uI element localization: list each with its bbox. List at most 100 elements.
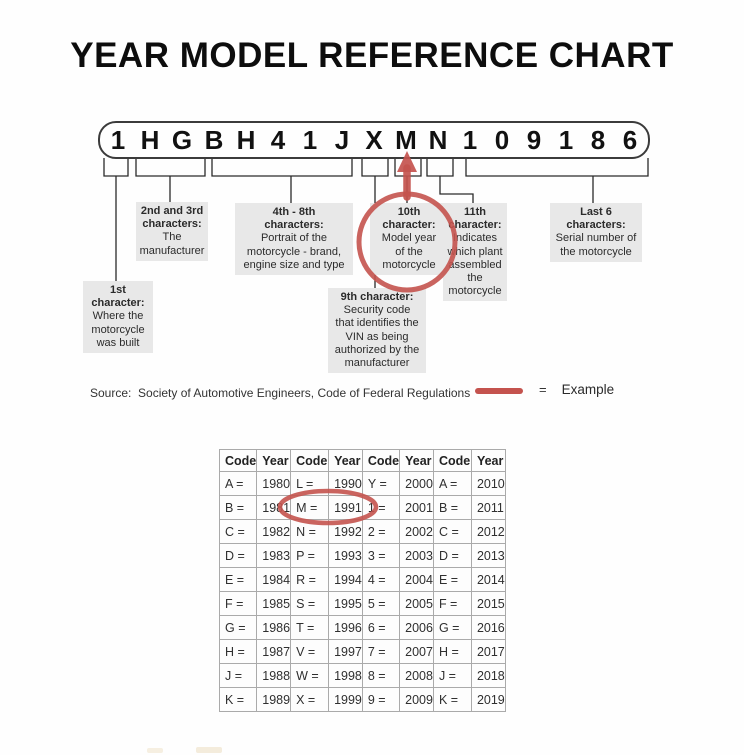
table-cell: 2010: [470, 471, 506, 496]
table-header-cell: Code: [361, 449, 401, 472]
table-cell: 1984: [256, 567, 292, 592]
table-cell: 1991: [328, 495, 363, 520]
table-cell: X =: [290, 687, 330, 712]
bracket-chars-4-8: [211, 158, 353, 177]
table-cell: 2005: [399, 591, 434, 616]
table-cell: 5 =: [361, 591, 401, 616]
table-cell: H =: [432, 639, 472, 664]
table-cell: 2002: [399, 519, 434, 544]
table-cell: 1990: [328, 471, 363, 496]
table-cell: 1993: [328, 543, 363, 568]
annotation-desc: Portrait of the motorcycle - brand, engi…: [243, 232, 345, 271]
table-cell: R =: [290, 567, 330, 592]
table-cell: Y =: [361, 471, 401, 496]
example-red-dash-icon: [475, 387, 523, 394]
table-row: E = 1984 R = 1994 4 = 2004 E = 2014: [218, 567, 506, 592]
table-row: K = 1989 X = 1999 9 = 2009 K = 2019: [218, 687, 506, 712]
bracket-last-6: [465, 158, 649, 177]
annotation-1st-character: 1st character: Where the motorcycle was …: [83, 281, 153, 353]
table-cell: 2013: [470, 543, 506, 568]
table-cell: 1988: [256, 663, 292, 688]
annotation-desc: Serial number of the motorcycle: [555, 232, 637, 258]
vin-character: 1: [110, 124, 126, 155]
vin-character: H: [236, 124, 256, 155]
table-cell: 2014: [470, 567, 506, 592]
table-cell: E =: [432, 567, 472, 592]
table-row: B = 1981 M = 1991 1 = 2001 B = 2011: [218, 495, 506, 520]
table-cell: 2006: [399, 615, 434, 640]
annotation-title: 10th character:: [382, 206, 436, 232]
table-cell: G =: [218, 615, 258, 640]
table-row: A = 1980 L = 1990 Y = 2000 A = 2010: [218, 471, 506, 496]
table-cell: D =: [218, 543, 258, 568]
table-header-cell: Year: [470, 449, 506, 472]
table-header-cell: Code: [432, 449, 472, 472]
annotation-desc: Security code that identifies the VIN as…: [334, 304, 420, 369]
cropped-artifact: [147, 748, 163, 753]
table-cell: 9 =: [361, 687, 401, 712]
table-header-row: Code Year Code Year Code Year Code Year: [218, 449, 506, 472]
table-header-cell: Code: [218, 449, 258, 472]
table-cell: 2007: [399, 639, 434, 664]
table-cell: 1981: [256, 495, 292, 520]
vin-character: M: [395, 124, 417, 155]
table-cell: 1985: [256, 591, 292, 616]
vin-character: X: [365, 124, 383, 155]
table-cell: V =: [290, 639, 330, 664]
table-cell: 1997: [328, 639, 363, 664]
bracket-char-11: [426, 158, 454, 177]
table-cell: 1980: [256, 471, 292, 496]
table-cell: B =: [432, 495, 472, 520]
annotation-11th-character: 11th character: Indicates which plant as…: [443, 203, 507, 302]
vin-character: G: [171, 124, 193, 155]
example-legend: = Example: [475, 382, 614, 397]
table-cell: P =: [290, 543, 330, 568]
vin-character: 0: [494, 124, 510, 155]
table-row: H = 1987 V = 1997 7 = 2007 H = 2017: [218, 639, 506, 664]
table-cell: J =: [218, 663, 258, 688]
table-cell: A =: [218, 471, 258, 496]
table-cell: H =: [218, 639, 258, 664]
table-row: G = 1986 T = 1996 6 = 2006 G = 2016: [218, 615, 506, 640]
table-cell: 4 =: [361, 567, 401, 592]
table-cell: 2001: [399, 495, 434, 520]
annotation-desc: Model year of the motorcycle: [381, 232, 437, 271]
bracket-char-10: [394, 158, 422, 177]
vin-character: J: [334, 124, 350, 155]
table-cell: 1995: [328, 591, 363, 616]
table-cell: F =: [218, 591, 258, 616]
table-cell: 2019: [470, 687, 506, 712]
table-cell: 2009: [399, 687, 434, 712]
table-cell: 1987: [256, 639, 292, 664]
table-cell: J =: [432, 663, 472, 688]
table-cell: 1996: [328, 615, 363, 640]
cropped-artifact: [196, 747, 222, 753]
table-cell: 1994: [328, 567, 363, 592]
annotation-desc: Where the motorcycle was built: [91, 310, 145, 349]
annotation-title: 9th character:: [340, 291, 414, 303]
vin-character: 6: [622, 124, 638, 155]
annotation-desc: Indicates which plant assembled the moto…: [447, 232, 503, 298]
table-cell: A =: [432, 471, 472, 496]
bracket-char-9: [361, 158, 389, 177]
table-row: J = 1988 W = 1998 8 = 2008 J = 2018: [218, 663, 506, 688]
table-cell: K =: [218, 687, 258, 712]
table-cell: S =: [290, 591, 330, 616]
table-cell: G =: [432, 615, 472, 640]
table-cell: 1992: [328, 519, 363, 544]
table-cell: 2015: [470, 591, 506, 616]
table-cell: C =: [432, 519, 472, 544]
table-cell: 1 =: [361, 495, 401, 520]
vin-character: 1: [558, 124, 574, 155]
table-row: F = 1985 S = 1995 5 = 2005 F = 2015: [218, 591, 506, 616]
table-cell: 2011: [470, 495, 506, 520]
table-cell: 2012: [470, 519, 506, 544]
table-cell: L =: [290, 471, 330, 496]
table-cell: W =: [290, 663, 330, 688]
annotation-title: Last 6 characters:: [566, 206, 626, 232]
source-note: Source: Society of Automotive Engineers,…: [90, 386, 471, 400]
year-code-table: Code Year Code Year Code Year Code Year A = 1980…: [218, 449, 506, 712]
table-cell: 2003: [399, 543, 434, 568]
vin-character: N: [428, 124, 448, 155]
